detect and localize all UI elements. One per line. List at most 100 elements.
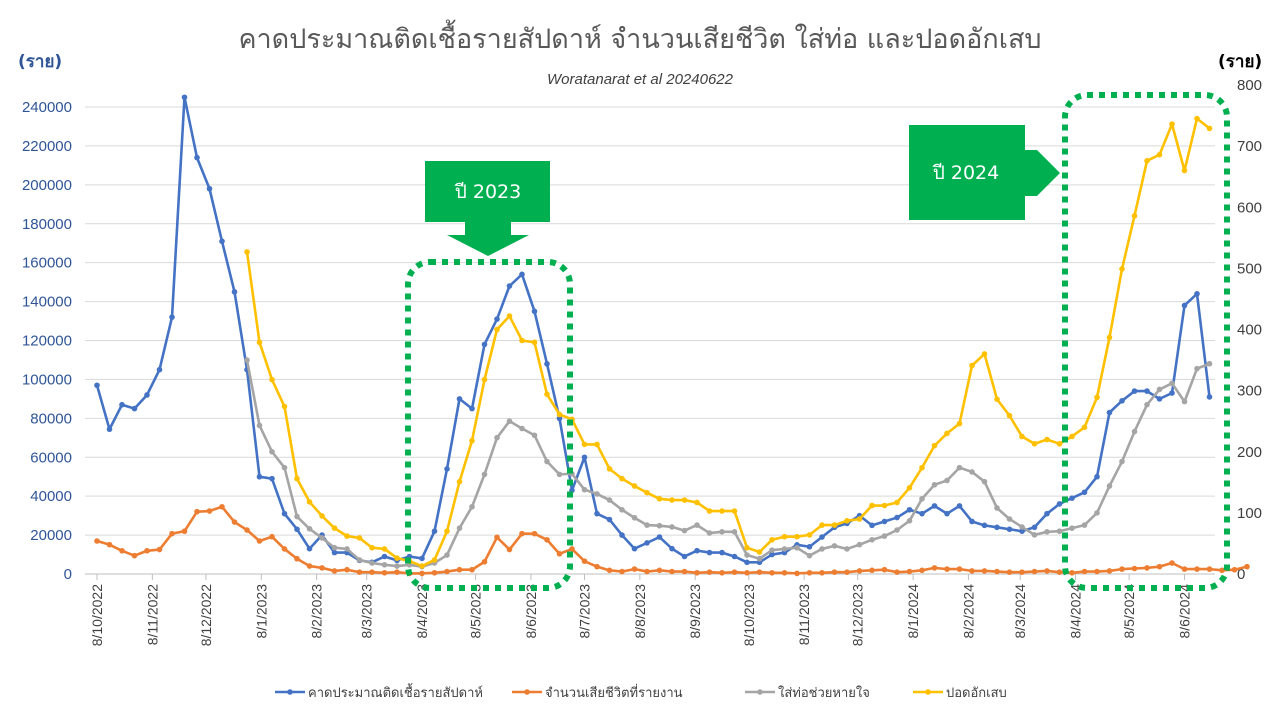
data-point [1194,115,1200,122]
chart-subtitle: Woratanarat et al 20240622 [547,71,734,88]
data-point [506,313,513,319]
data-point [1144,565,1150,571]
data-point [506,418,513,424]
x-tick-label: 8/1/2023 [253,584,269,639]
data-point [356,535,363,541]
data-point [956,503,963,509]
x-tick-label: 8/1/2024 [905,584,921,639]
data-point [819,522,825,528]
data-point [294,526,300,533]
legend-marker [287,689,293,695]
series-3 [244,357,1213,570]
data-point [956,420,963,427]
data-point [994,505,1000,511]
data-point [931,481,938,488]
data-point [119,401,125,408]
data-point [806,569,813,576]
data-point [594,441,600,448]
data-point [1156,563,1163,570]
data-point [944,510,950,517]
data-point [544,458,550,465]
data-point [381,562,388,568]
data-point [881,502,888,509]
data-point [519,425,525,432]
data-point [769,536,775,543]
data-point [744,559,750,566]
data-point [819,534,825,540]
data-point [294,513,300,520]
data-point [394,569,400,575]
data-point [1044,436,1050,443]
data-point [106,426,113,433]
data-point [581,486,588,493]
data-point [556,411,563,418]
data-point [906,485,913,491]
annotation-label-2023: ปี 2023 [454,181,521,203]
annotation-2023: ปี 2023 [405,161,573,591]
data-point [719,529,725,535]
data-point [919,464,925,471]
data-point [1056,528,1063,535]
legend-label: ปอดอักเสบ [946,686,1007,701]
data-point [419,570,425,577]
x-tick-label: 8/9/2023 [687,584,703,639]
data-point [1094,473,1100,480]
data-point [256,473,263,480]
data-point [531,530,538,537]
legend-label: ใส่ท่อช่วยหายใจ [778,685,870,701]
x-tick-label: 8/10/2022 [89,584,105,646]
data-point [831,543,838,549]
x-tick-label: 8/10/2023 [741,584,757,646]
data-point [531,339,538,346]
data-point [1206,125,1213,132]
data-point [1144,157,1150,164]
data-point [281,403,288,410]
data-point [1106,334,1113,341]
data-point [419,563,425,569]
data-point [1056,569,1063,575]
data-point [606,466,613,472]
data-point [506,283,513,289]
data-point [1106,409,1113,416]
x-tick-label: 8/6/2023 [523,584,539,639]
data-point [119,547,125,554]
data-point [644,489,650,496]
data-point [1044,529,1050,535]
data-point [1106,568,1113,574]
data-point [844,546,850,552]
annotation-2024: ปี 2024 [909,92,1230,591]
data-point [769,547,775,553]
data-point [306,563,313,569]
data-point [781,546,788,552]
legend-item: ปอดอักเสบ [913,686,1007,701]
data-point [969,469,975,475]
data-point [981,478,988,485]
data-point [594,491,600,497]
data-point [594,510,600,517]
left-tick-label: 100000 [22,371,72,388]
data-point [869,502,875,509]
data-point [1156,151,1163,158]
data-point [619,568,625,575]
data-point [744,544,750,551]
data-point [519,530,525,537]
data-point [1069,569,1075,576]
data-point [1119,566,1125,572]
series-2 [94,503,1250,577]
data-point [1044,568,1050,574]
data-point [981,568,988,574]
data-point [444,568,450,575]
data-point [1006,569,1013,575]
data-point [581,454,588,461]
data-point [1181,167,1188,174]
data-point [281,510,288,517]
data-point [969,362,975,369]
data-point [1156,386,1163,393]
x-tick-label: 8/5/2023 [468,584,484,639]
data-point [469,503,475,510]
data-point [519,271,525,278]
data-point [794,570,800,577]
left-tick-label: 180000 [22,216,72,233]
left-axis-unit: (ราย) [18,52,62,72]
data-point [469,405,475,412]
